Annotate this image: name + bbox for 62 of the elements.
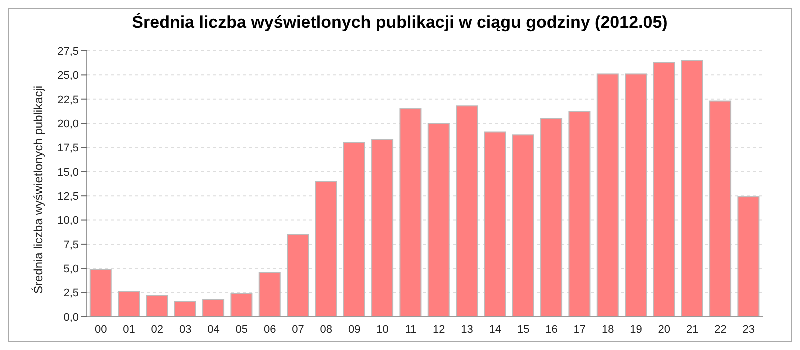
bar [258,272,281,317]
y-tick-label: 27,5 [58,46,79,58]
y-tick-label: 15,0 [58,166,79,179]
bar [738,196,760,317]
bar [287,234,310,317]
x-tick-label: 07 [292,324,304,336]
bar [596,74,619,317]
x-tick-label: 17 [574,324,586,336]
y-tick-label: 12,5 [58,190,79,203]
bar [625,74,648,317]
bar [568,111,591,317]
x-tick-label: 19 [630,324,642,336]
bar [146,295,168,317]
bar [372,139,394,317]
bar [174,301,196,317]
x-tick-label: 12 [432,324,446,336]
y-tick-label: 2,5 [64,288,79,300]
chart-title: Średnia liczba wyświetlonych publikacji w ciągu godziny (2012.05) [131,12,669,34]
y-tick-label: 10,0 [58,215,79,228]
y-tick-label: 7,5 [64,239,79,252]
bar [118,291,140,317]
bar [400,108,422,317]
bar [653,62,676,317]
y-tick-label: 0,0 [64,312,79,324]
y-tick-label: 20,0 [58,118,79,130]
y-tick-label: 17,5 [58,142,79,155]
x-tick-label: 23 [742,324,756,336]
bar [230,293,253,317]
x-tick-label: 04 [208,324,220,336]
bar [681,60,704,317]
bar [512,134,534,317]
bar [456,106,478,317]
x-tick-label: 11 [405,324,417,336]
bar [428,123,450,317]
x-tick-label: 01 [123,324,136,336]
x-tick-label: 03 [179,324,192,336]
x-tick-label: 09 [348,324,361,336]
x-tick-label: 18 [602,324,614,336]
y-tick-label: 5,0 [64,264,79,276]
bar [343,142,366,317]
x-tick-label: 08 [320,324,333,336]
x-tick-label: 06 [264,324,276,336]
x-tick-label: 15 [517,324,530,336]
x-tick-label: 10 [376,324,389,336]
bar [202,299,225,317]
y-tick-label: 22,5 [58,94,79,106]
x-tick-label: 13 [461,324,474,336]
bar [484,132,506,317]
bar [710,100,732,317]
x-tick-label: 05 [236,324,248,336]
x-tick-label: 21 [686,324,699,336]
bar [315,181,338,317]
bar [540,118,563,317]
x-tick-label: 14 [489,324,502,336]
y-tick-label: 25,0 [58,70,79,82]
x-tick-label: 02 [151,324,164,336]
bar [90,269,112,317]
x-tick-label: 16 [546,324,558,336]
x-tick-label: 00 [94,324,108,336]
x-tick-label: 22 [714,324,727,336]
y-axis-title: Średnia liczba wyświetlonych publikacji [31,86,46,294]
x-tick-label: 20 [658,324,671,336]
